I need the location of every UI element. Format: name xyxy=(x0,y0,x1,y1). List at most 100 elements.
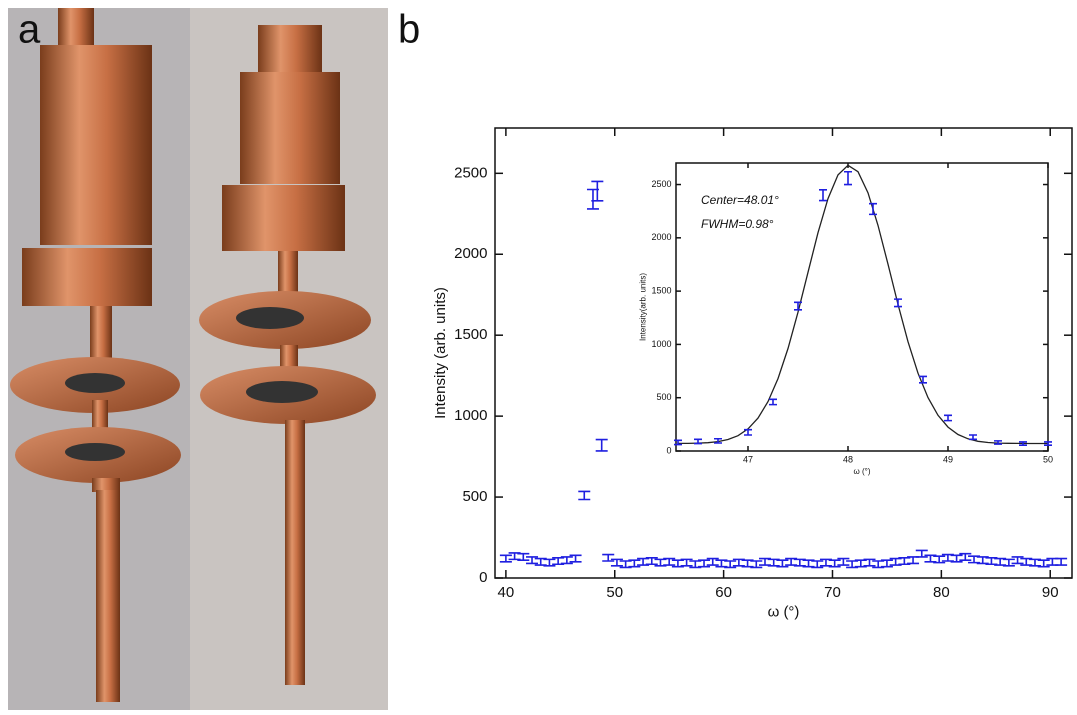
error-bar xyxy=(994,557,1007,566)
error-bar xyxy=(715,559,728,568)
error-bar xyxy=(819,558,832,567)
x-tick-label: 50 xyxy=(606,584,623,601)
error-bar xyxy=(595,438,608,452)
error-bar xyxy=(1011,556,1024,565)
error-bar xyxy=(968,555,981,564)
y-axis-label: Intensity (arb. units) xyxy=(432,287,449,419)
y-tick-label: 0 xyxy=(666,445,671,455)
error-bar xyxy=(637,557,650,566)
error-bar xyxy=(819,189,827,202)
error-bar xyxy=(785,557,798,566)
error-bar xyxy=(610,558,623,567)
error-bar xyxy=(880,559,893,568)
x-axis-label: ω (°) xyxy=(768,603,800,620)
y-tick-label: 0 xyxy=(479,569,487,586)
photo xyxy=(8,8,388,710)
error-bar xyxy=(985,556,998,566)
error-bar xyxy=(552,556,565,566)
inset-background xyxy=(676,163,1048,451)
error-bar xyxy=(846,560,859,569)
x-tick-label: 47 xyxy=(743,454,753,464)
error-bar xyxy=(1055,557,1068,566)
error-bar xyxy=(794,301,802,311)
error-bar xyxy=(560,556,573,565)
error-bar xyxy=(744,428,752,436)
error-bar xyxy=(959,552,972,561)
error-bar xyxy=(1037,559,1050,568)
error-bar xyxy=(654,558,667,567)
error-bar xyxy=(663,557,676,566)
axes-frame xyxy=(494,127,1073,579)
error-bar xyxy=(950,554,963,563)
annotation: Center=48.01° xyxy=(701,193,779,207)
error-bar xyxy=(898,556,911,566)
x-tick-label: 48 xyxy=(843,454,853,464)
fit-curve xyxy=(678,164,1048,445)
error-bar xyxy=(1028,558,1041,567)
error-bar xyxy=(698,559,711,568)
error-bar xyxy=(828,559,841,568)
error-bar xyxy=(1002,558,1015,567)
error-bar xyxy=(941,553,954,562)
error-bar xyxy=(543,558,556,567)
y-tick-label: 500 xyxy=(656,392,671,402)
error-bar xyxy=(689,560,702,569)
y-tick-label: 2500 xyxy=(454,164,487,181)
error-bar xyxy=(1020,557,1033,566)
error-bar xyxy=(994,440,1002,445)
error-bar xyxy=(645,556,658,566)
error-bar xyxy=(534,557,547,566)
error-bar xyxy=(919,375,927,384)
y-tick-label: 1500 xyxy=(651,285,671,295)
error-bar xyxy=(674,439,682,446)
error-bar xyxy=(869,202,877,216)
x-tick-label: 49 xyxy=(943,454,953,464)
error-bar xyxy=(741,559,754,568)
error-bar xyxy=(714,437,722,444)
panel-label: b xyxy=(398,8,420,52)
error-bar xyxy=(706,557,719,566)
error-bar xyxy=(758,557,771,566)
error-bar xyxy=(976,556,989,565)
error-bar xyxy=(526,556,539,565)
y-tick-label: 1500 xyxy=(454,326,487,343)
error-bar xyxy=(776,559,789,568)
x-tick-label: 70 xyxy=(824,584,841,601)
error-bar xyxy=(844,170,852,186)
error-bar xyxy=(517,552,530,561)
error-bar xyxy=(732,558,745,567)
error-bar xyxy=(837,557,850,566)
error-bar xyxy=(591,180,604,202)
error-bar xyxy=(915,549,928,558)
error-bar xyxy=(889,557,902,566)
error-bar xyxy=(854,559,867,568)
y-axis-label: Intensity(arb. units) xyxy=(639,273,648,341)
error-bar xyxy=(924,554,937,563)
panel-label: a xyxy=(18,8,41,52)
error-bar xyxy=(569,554,582,563)
error-bar xyxy=(578,490,591,501)
error-bar xyxy=(793,558,806,567)
y-tick-label: 500 xyxy=(462,488,487,505)
error-bar xyxy=(811,560,824,569)
error-bar xyxy=(508,552,521,561)
error-bar xyxy=(1044,441,1052,446)
x-tick-label: 80 xyxy=(933,584,950,601)
y-tick-label: 2500 xyxy=(651,179,671,189)
error-bar xyxy=(894,298,902,308)
error-bar xyxy=(769,398,777,406)
error-bar xyxy=(872,560,885,569)
error-bar xyxy=(694,438,702,445)
y-tick-label: 2000 xyxy=(651,232,671,242)
error-bar xyxy=(680,558,693,567)
y-tick-label: 1000 xyxy=(651,339,671,349)
x-tick-label: 90 xyxy=(1042,584,1059,601)
axes-frame xyxy=(675,162,1049,452)
error-bar xyxy=(1019,441,1027,446)
x-axis-label: ω (°) xyxy=(854,467,871,476)
error-bar xyxy=(619,560,632,569)
annotation: FWHM=0.98° xyxy=(701,217,774,231)
error-bar xyxy=(863,558,876,567)
error-bar xyxy=(767,558,780,567)
